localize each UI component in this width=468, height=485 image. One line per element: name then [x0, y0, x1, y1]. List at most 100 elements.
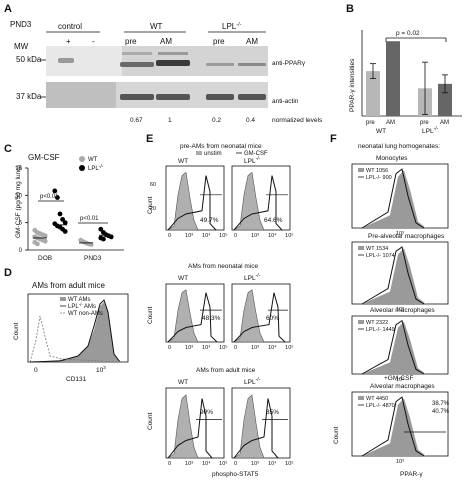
panel-f-legend-lpl-0: LPL-/- 900 — [366, 175, 392, 181]
panel-e-tick: 10⁵ — [219, 232, 227, 239]
panel-f-sub4b: Alveolar macrophages — [370, 383, 435, 390]
panel-e-row3-title: AMs from adult mice — [196, 367, 256, 374]
pct-e-3: 60% — [266, 315, 279, 322]
panel-f-tick-3: 10³ — [396, 459, 404, 465]
panel-e-hist-gmcsf — [167, 398, 213, 459]
panel-b-xgroup-wt: WT — [376, 128, 386, 135]
panel-e-tick: 10⁵ — [285, 344, 293, 351]
panel-c-point-1-2 — [57, 211, 63, 217]
panel-f-legend-wt-3: WT 4450 — [366, 396, 388, 402]
panel-c-p2: p<0.01 — [80, 216, 99, 222]
panel-e-legend-unstim: unstim — [204, 151, 222, 157]
panel-f-sub3: Alveolar macrophages — [370, 307, 435, 314]
panel-d-tick-103: 103 — [96, 365, 106, 374]
panel-c-point-0-9 — [42, 238, 48, 244]
level-3: 0.4 — [246, 117, 255, 124]
panel-e-xlabel: phospho-STAT5 — [212, 471, 259, 478]
panel-a-mw-50: 50 kDa — [16, 55, 42, 64]
panel-f-sub2: Pre-alveolar macrophages — [368, 233, 445, 240]
panel-e-tick: 10⁴ — [268, 344, 277, 351]
panel-b-bar-label-1: AM — [386, 120, 395, 126]
panel-f-xlabel: PPAR-γ — [400, 471, 423, 478]
panel-b: B PPAR-γ intensities p = 0.02 pre AM pre… — [346, 3, 462, 135]
panel-e: E pre-AMs from neonatal mice unstim GM-C… — [146, 133, 294, 478]
panel-d-tick-0: 0 — [34, 367, 38, 374]
panel-f-hist-wt-2 — [362, 321, 426, 374]
panel-b-bar-label-2: pre — [420, 120, 429, 126]
panel-e-tick: 10⁴ — [268, 460, 277, 467]
panel-c-ytick-label-1: 5 — [19, 221, 23, 227]
level-0: 0.67 — [130, 117, 143, 124]
panel-f-legend-swatch-2 — [358, 320, 364, 324]
panel-b-bar-label-0: pre — [366, 120, 375, 126]
panel-f-pct-lpl: 40.7% — [432, 409, 450, 415]
panel-e-hist-gmcsf — [233, 175, 283, 231]
panel-b-pvalue: p = 0.02 — [396, 30, 420, 37]
panel-e-hist-gmcsf — [233, 398, 279, 459]
panel-f-sub1: Monocytes — [376, 155, 408, 162]
panel-e-tick: 10³ — [185, 461, 193, 467]
panel-f-hist-wt-3 — [362, 398, 426, 456]
panel-e-col-lpl-1: LPL-/- — [244, 156, 261, 165]
panel-e-hist-unstim — [167, 289, 199, 343]
panel-e-col-wt-2: WT — [178, 275, 188, 282]
panel-e-hist-gmcsf — [167, 175, 217, 231]
panel-f-legend-swatch-3 — [358, 396, 364, 400]
panel-e-row2-title: AMs from neonatal mice — [188, 263, 258, 270]
panel-e-tick: 10³ — [251, 345, 259, 351]
panel-d-letter: D — [4, 267, 12, 279]
panel-b-bar-1 — [386, 41, 400, 116]
panel-f-hist-lpl-0 — [361, 168, 425, 229]
level-2: 0.2 — [212, 117, 221, 124]
panel-e-tick: 10⁵ — [219, 460, 227, 467]
panel-e-col-lpl-3: LPL-/- — [244, 377, 261, 386]
panel-f-hist-lpl-3 — [361, 396, 425, 457]
panel-e-tick: 0 — [234, 233, 237, 239]
panel-c-legend-lpl: LPL-/- — [88, 164, 104, 172]
pct-e-5: 85% — [266, 409, 279, 416]
panel-d-legend-lpl: LPL-/-AMs — [68, 302, 96, 310]
panel-f-legend-lpl-3: LPL-/- 4870 — [366, 403, 395, 409]
panel-f-tick-1: 10³ — [396, 307, 404, 313]
levels-label: normalized levels — [272, 117, 323, 124]
panel-e-tick: 0 — [234, 461, 237, 467]
panel-e-tick: 0 — [234, 345, 237, 351]
panel-a-mw-header: MW — [14, 42, 29, 51]
panel-a: A PND3 MW control WT LPL-/- + - pre AM p… — [4, 3, 323, 124]
panel-e-hist-gmcsf — [233, 292, 286, 343]
panel-a-band-actin: anti-actin — [272, 98, 299, 105]
panel-e-row1-title: pre-AMs from neonatal mice — [180, 143, 262, 150]
panel-f: F neonatal lung homogenates: Monocytes P… — [330, 133, 450, 478]
panel-c-point-3-6 — [101, 236, 106, 242]
panel-c-point-0-11 — [35, 241, 40, 247]
panel-f-pct-wt: 38.7% — [432, 401, 450, 407]
panel-e-ytick: 20 — [150, 206, 156, 212]
panel-a-lane-am-wt: AM — [160, 37, 172, 46]
panel-c-group-dob: DOB — [38, 255, 52, 262]
panel-d-legend-nonam: WT non-AMs — [68, 311, 103, 317]
panel-a-group-control: control — [58, 22, 82, 31]
panel-e-hist-unstim — [167, 171, 199, 231]
panel-f-sub4a: +GM-CSF — [384, 375, 413, 382]
panel-e-tick: 0 — [168, 345, 171, 351]
panel-c-point-1-3 — [60, 216, 65, 222]
panel-f-header: neonatal lung homogenates: — [358, 143, 440, 150]
panel-c-title: GM-CSF — [28, 153, 60, 162]
panel-e-ytick: 60 — [150, 182, 156, 188]
panel-c-letter: C — [4, 143, 12, 155]
panel-c-ylabel: GM-CSF (pg/50 mg lung) — [15, 165, 22, 238]
panel-f-legend-lpl-1: LPL-/- 1074 — [366, 253, 395, 259]
panel-c-p1: p<0.01 — [40, 194, 59, 200]
panel-c-point-1-4 — [62, 220, 68, 226]
panel-a-lane-pre-wt: pre — [125, 37, 137, 46]
panel-c-group-pnd3: PND3 — [84, 255, 102, 262]
panel-e-legend-gmcsf: GM-CSF — [244, 151, 268, 157]
panel-c-point-0-4 — [42, 233, 48, 239]
panel-f-legend-swatch-0 — [358, 168, 364, 172]
panel-e-hist-gmcsf — [167, 292, 218, 343]
panel-e-ylabel-1: Count — [147, 196, 154, 214]
panel-e-hist-unstim — [233, 171, 265, 231]
panel-e-hist-unstim — [167, 394, 199, 459]
panel-e-col-lpl-2: LPL-/- — [244, 273, 261, 282]
panel-c-point-1-0 — [52, 188, 58, 194]
